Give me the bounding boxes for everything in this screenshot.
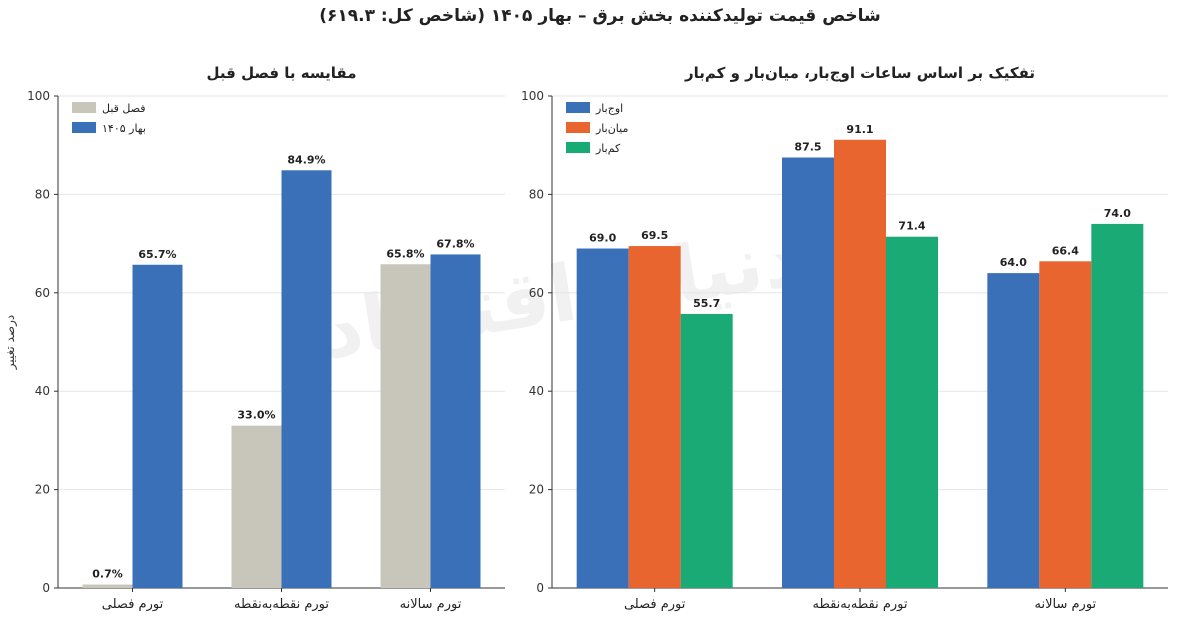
data-label: 66.4 [1052,244,1079,257]
bar [987,273,1040,588]
data-label: 69.0 [589,232,616,245]
data-label: 64.0 [1000,256,1027,269]
page-title: شاخص قیمت تولیدکننده بخش برق – بهار ۱۴۰۵… [319,6,881,26]
bar [380,264,431,588]
bar [834,139,886,588]
bar [281,170,332,589]
data-label: 33.0% [237,409,275,422]
legend-entry: کم‌بار [595,142,621,155]
data-label: 84.9% [287,153,325,166]
x-tick-label: تورم نقطه‌به‌نقطه [812,597,907,612]
bar [231,425,282,588]
y-axis-label: درصد تغییر [3,315,18,370]
bar [576,248,629,588]
x-tick-label: تورم سالانه [1035,597,1097,612]
data-label: 65.7% [138,248,176,261]
y-tick-label: 100 [27,89,50,103]
data-label: 91.1 [846,123,873,136]
data-label: 67.8% [436,237,474,250]
bar [782,157,834,588]
bar [1039,261,1092,588]
y-tick-label: 40 [529,384,544,398]
x-tick-label: تورم سالانه [400,597,462,612]
legend-entry: اوج‌بار [595,102,623,115]
y-tick-label: 0 [536,581,544,595]
y-tick-label: 20 [529,483,544,497]
y-tick-label: 60 [35,286,50,300]
data-label: 0.7% [92,568,123,581]
panel-title: مقایسه با فصل قبل [207,64,357,82]
bar [1091,223,1144,589]
legend-entry: بهار ۱۴۰۵ [102,122,146,135]
bar [132,264,183,588]
y-tick-label: 100 [521,89,544,103]
legend-swatch [72,122,96,133]
x-tick-label: تورم فصلی [102,597,164,612]
data-label: 87.5 [794,141,821,154]
legend-entry: میان‌بار [595,122,628,135]
data-label: 55.7 [693,297,720,310]
bar [628,246,681,588]
bar [680,313,733,588]
data-label: 65.8% [386,247,424,260]
data-label: 71.4 [898,220,925,233]
y-tick-label: 40 [35,384,50,398]
y-tick-label: 60 [529,286,544,300]
legend-swatch [566,102,590,113]
legend-entry: فصل قبل [102,102,146,115]
x-tick-label: تورم فصلی [624,597,686,612]
data-label: 69.5 [641,229,668,242]
bar [430,254,481,588]
x-tick-label: تورم نقطه‌به‌نقطه [234,597,329,612]
data-label: 74.0 [1104,207,1131,220]
y-tick-label: 20 [35,483,50,497]
panel-title: تفکیک بر اساس ساعات اوج‌بار، میان‌بار و … [684,64,1035,82]
bar [82,584,133,588]
legend-swatch [72,102,96,113]
bar [886,236,938,588]
y-tick-label: 80 [529,187,544,201]
legend-swatch [566,122,590,133]
y-tick-label: 0 [42,581,50,595]
y-tick-label: 80 [35,187,50,201]
legend-swatch [566,142,590,153]
